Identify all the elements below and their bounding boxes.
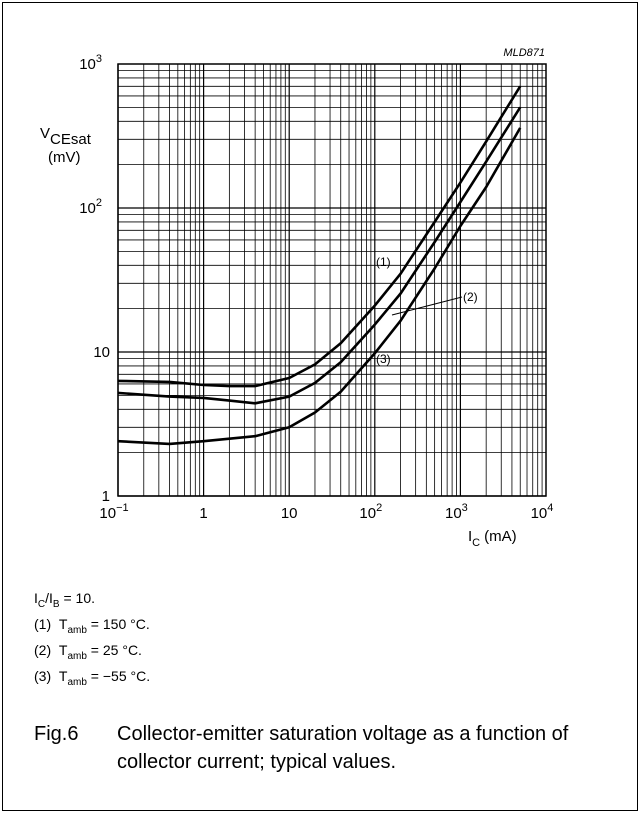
series-2-leader <box>391 296 463 316</box>
series-1-line <box>117 85 522 388</box>
y-tick-label: 10 <box>93 344 110 361</box>
y-tick-label: 1 <box>102 488 110 505</box>
note-series-2: (2) Tamb = 25 °C. <box>34 642 142 662</box>
caption-text: Collector-emitter saturation voltage as … <box>117 723 569 773</box>
ratio-note: IC/IB = 10. <box>34 590 95 610</box>
x-tick-label: 102 <box>359 502 382 522</box>
grid <box>117 63 547 497</box>
y-axis-label: VCEsat <box>40 125 92 148</box>
x-tick-label: 103 <box>445 502 468 522</box>
figure-code: MLD871 <box>503 47 545 59</box>
x-tick-label: 104 <box>531 502 554 522</box>
plot-border <box>117 63 547 497</box>
y-tick-label: 103 <box>79 53 102 73</box>
figure-number: Fig.6 <box>34 723 79 745</box>
series-2-label: (2) <box>463 290 478 304</box>
series-3-line <box>117 127 522 446</box>
series-group <box>117 85 522 446</box>
series-2-line <box>117 106 522 405</box>
note-series-1: (1) Tamb = 150 °C. <box>34 616 150 636</box>
x-tick-label: 10 <box>281 505 298 522</box>
x-axis-label: IC (mA) <box>468 528 517 549</box>
y-tick-label: 102 <box>79 197 102 217</box>
x-tick-label: 1 <box>199 505 207 522</box>
note-series-3: (3) Tamb = −55 °C. <box>34 668 151 688</box>
annotations: (1) (2) (3) <box>376 255 478 366</box>
series-3-label: (3) <box>376 352 391 366</box>
x-tick-label: 10−1 <box>99 502 128 522</box>
y-axis-unit: (mV) <box>48 149 81 166</box>
series-1-label: (1) <box>376 255 391 269</box>
